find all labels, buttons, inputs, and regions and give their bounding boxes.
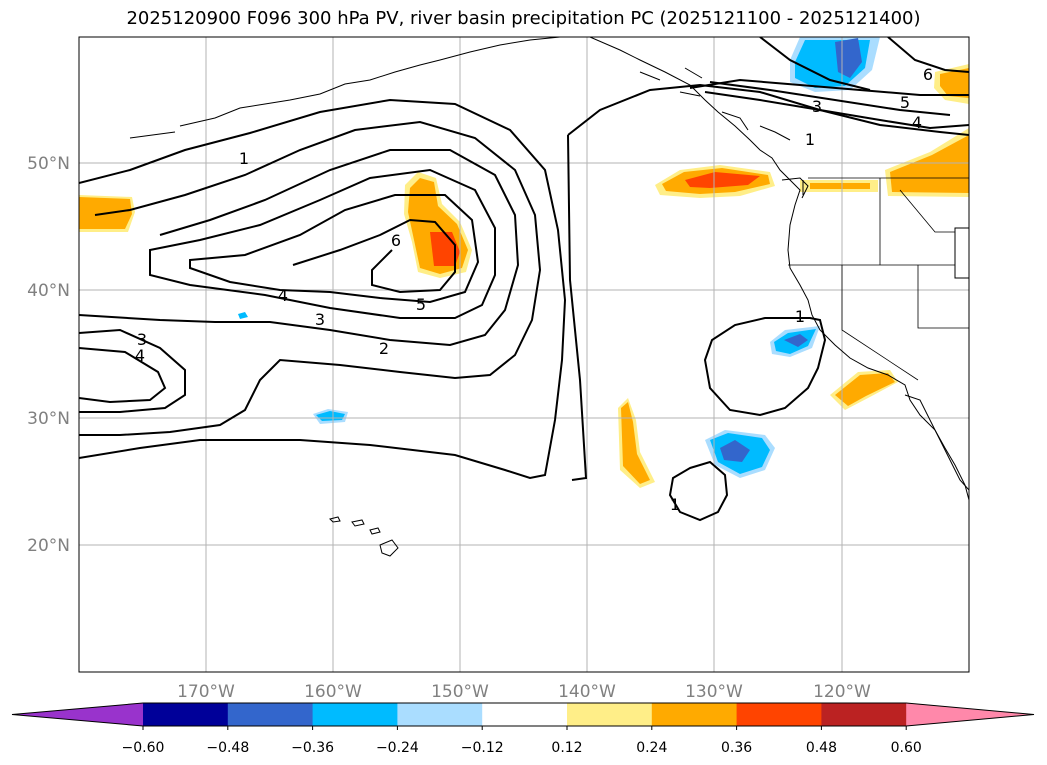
contour-label: 4	[135, 346, 145, 365]
contour-label: 3	[315, 310, 325, 329]
colorbar-tick-label: 0.48	[806, 740, 837, 756]
map-frame	[78, 36, 970, 673]
colorbar-segment	[821, 703, 907, 726]
contour-label: 5	[416, 295, 426, 314]
colorbar-tick-label: 0.12	[551, 740, 582, 756]
lon-label: 140°W	[558, 682, 616, 702]
colorbar-tick-label: −0.60	[122, 740, 165, 756]
contour-label: 3	[137, 330, 147, 349]
colorbar-tick-label: −0.12	[461, 740, 504, 756]
colorbar-tick-label: 0.36	[721, 740, 752, 756]
map-title: 2025120900 F096 300 hPa PV, river basin …	[126, 8, 921, 29]
contour-label: 6	[391, 231, 401, 250]
pv-contours	[79, 37, 969, 522]
colorbar: −0.60 −0.48 −0.36 −0.24 −0.12 0.12 0.24 0.36 0.4…	[11, 702, 1035, 756]
lon-label: 160°W	[304, 682, 362, 702]
longitude-labels: 170°W 160°W 150°W 140°W 130°W 120°W	[177, 682, 871, 702]
lon-label: 130°W	[685, 682, 743, 702]
lon-label: 170°W	[177, 682, 235, 702]
colorbar-tick-label: 0.24	[636, 740, 667, 756]
colorbar-segment	[143, 703, 229, 726]
colorbar-tick-label: 0.60	[891, 740, 922, 756]
contour-label: 1	[795, 307, 805, 326]
colorbar-tick-label: −0.48	[206, 740, 249, 756]
lat-label: 30°N	[27, 409, 70, 429]
colorbar-segment	[651, 703, 738, 726]
contour-label: 1	[805, 130, 815, 149]
contour-label: 4	[278, 286, 288, 305]
lat-label: 40°N	[27, 281, 70, 301]
colorbar-extend-low	[12, 703, 143, 726]
colorbar-segment	[567, 703, 653, 726]
lat-label: 50°N	[27, 154, 70, 174]
colorbar-segment	[312, 703, 398, 726]
contour-label: 3	[812, 97, 822, 116]
latitude-labels: 50°N 40°N 30°N 20°N	[27, 154, 70, 556]
contour-label: 1	[239, 149, 249, 168]
colorbar-segment	[227, 703, 314, 726]
lon-label: 120°W	[813, 682, 871, 702]
colorbar-segment	[397, 703, 483, 726]
state-borders	[788, 177, 969, 381]
colorbar-extend-high	[906, 703, 1034, 726]
contour-label: 6	[923, 65, 933, 84]
colorbar-tick-label: −0.24	[376, 740, 419, 756]
lat-label: 20°N	[27, 536, 70, 556]
pv-contour-labels: 1 6 4 5 3 2 3 4 1 1 3 5 4 6 1	[135, 65, 933, 514]
map-plot-area: 1 6 4 5 3 2 3 4 1 1 3 5 4 6 1	[79, 37, 969, 672]
colorbar-segment	[736, 703, 822, 726]
contour-label: 1	[670, 495, 680, 514]
lon-label: 150°W	[431, 682, 489, 702]
contour-label: 5	[900, 93, 910, 112]
colorbar-segment	[482, 703, 568, 726]
coastlines	[129, 37, 969, 501]
colorbar-tick-label: −0.36	[291, 740, 334, 756]
contour-label: 4	[912, 113, 922, 132]
hawaii-islands	[329, 516, 399, 557]
contour-label: 2	[379, 339, 389, 358]
